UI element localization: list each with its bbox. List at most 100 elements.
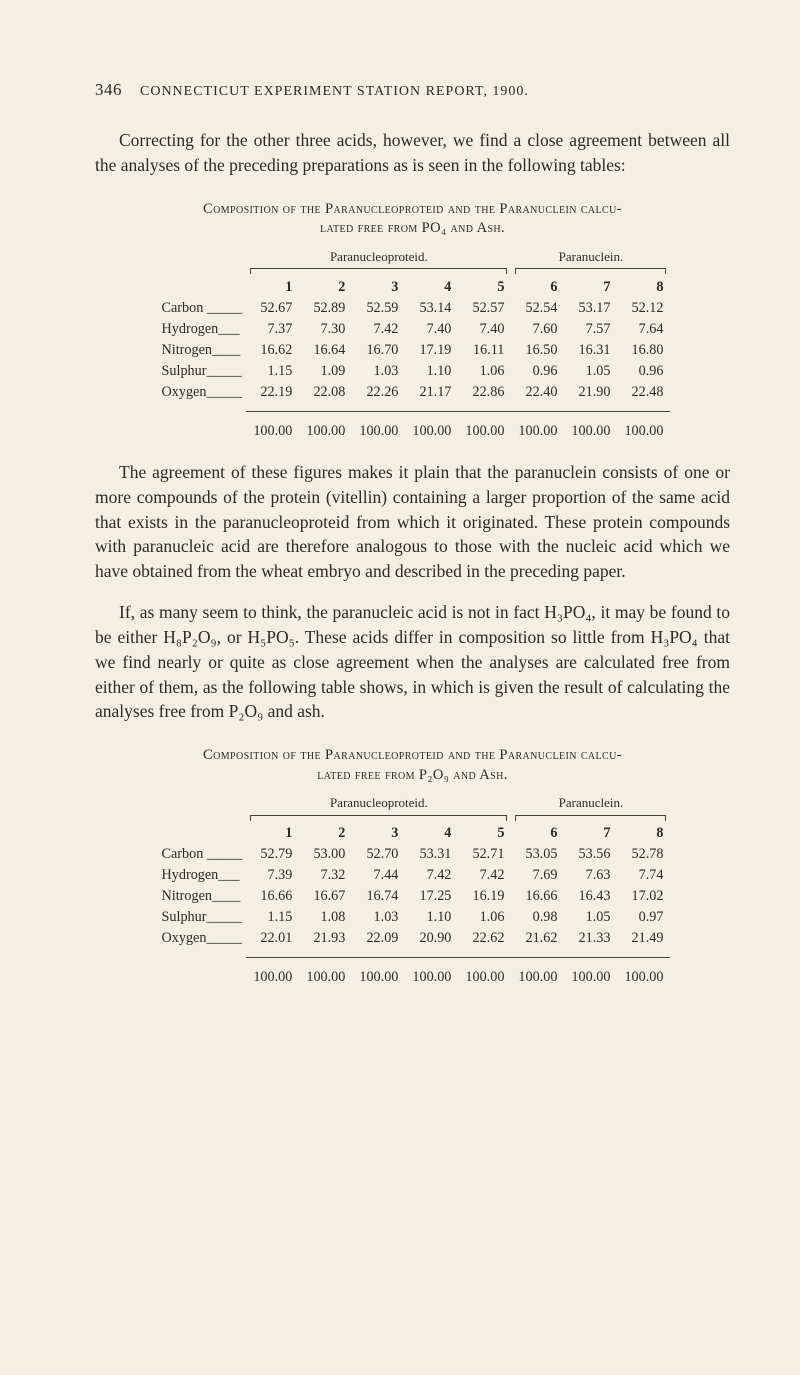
row-label: Hydrogen___: [155, 319, 247, 340]
cell: 7.69: [511, 865, 564, 886]
colnum: 8: [617, 277, 670, 298]
table1-caption: Composition of the Paranucleoproteid and…: [133, 200, 693, 239]
cell: 16.50: [511, 340, 564, 361]
colnum: 7: [564, 277, 617, 298]
table-row: Sulphur_____ 1.15 1.09 1.03 1.10 1.06 0.…: [155, 361, 671, 382]
brace-icon: [250, 268, 507, 275]
cell: 7.42: [405, 865, 458, 886]
cell: 21.17: [405, 382, 458, 403]
cell: 53.05: [511, 844, 564, 865]
cell: 52.70: [352, 844, 405, 865]
cell: 53.17: [564, 298, 617, 319]
cell: 52.89: [299, 298, 352, 319]
cell: 22.01: [246, 928, 299, 949]
table-row: Oxygen_____ 22.01 21.93 22.09 20.90 22.6…: [155, 928, 671, 949]
cell: 22.40: [511, 382, 564, 403]
cell: 21.49: [617, 928, 670, 949]
table2-colnum-row: 1 2 3 4 5 6 7 8: [155, 823, 671, 844]
cell: 52.79: [246, 844, 299, 865]
row-label: Sulphur_____: [155, 361, 247, 382]
cell: 1.06: [458, 907, 511, 928]
colnum: 5: [458, 823, 511, 844]
cell: 17.25: [405, 886, 458, 907]
colnum: 4: [405, 823, 458, 844]
cell: 22.62: [458, 928, 511, 949]
cell: 100.00: [564, 421, 617, 442]
cell: 100.00: [458, 421, 511, 442]
table1-caption-line1: Composition of the Paranucleoproteid and…: [203, 201, 622, 217]
brace-icon: [515, 268, 666, 275]
cell: 16.62: [246, 340, 299, 361]
cell: 0.96: [617, 361, 670, 382]
cell: 20.90: [405, 928, 458, 949]
table1-caption-line2: lated free from PO₄ and Ash.: [320, 220, 505, 236]
cell: 52.12: [617, 298, 670, 319]
cell: 7.40: [405, 319, 458, 340]
table1: Paranucleoproteid. Paranuclein. 1 2 3 4 …: [155, 247, 671, 442]
cell: 100.00: [246, 967, 299, 988]
cell: 100.00: [511, 967, 564, 988]
cell: 52.54: [511, 298, 564, 319]
cell: 7.42: [458, 865, 511, 886]
brace-icon: [515, 815, 666, 822]
colnum: 3: [352, 823, 405, 844]
table2: Paranucleoproteid. Paranuclein. 1 2 3 4 …: [155, 793, 671, 988]
cell: 21.93: [299, 928, 352, 949]
colnum: 7: [564, 823, 617, 844]
cell: 16.70: [352, 340, 405, 361]
table2-group-row: Paranucleoproteid. Paranuclein.: [155, 793, 671, 813]
table1-group-b: Paranuclein.: [511, 247, 670, 267]
cell: 1.08: [299, 907, 352, 928]
cell: 7.63: [564, 865, 617, 886]
cell: 7.42: [352, 319, 405, 340]
table-row: Hydrogen___ 7.39 7.32 7.44 7.42 7.42 7.6…: [155, 865, 671, 886]
table-row: Nitrogen____ 16.66 16.67 16.74 17.25 16.…: [155, 886, 671, 907]
table1-brace-row: [155, 267, 671, 277]
row-label: Oxygen_____: [155, 382, 247, 403]
colnum: 8: [617, 823, 670, 844]
cell: 100.00: [564, 967, 617, 988]
cell: 16.80: [617, 340, 670, 361]
page-number: 346: [95, 80, 122, 99]
cell: 100.00: [299, 967, 352, 988]
table-row: Nitrogen____ 16.62 16.64 16.70 17.19 16.…: [155, 340, 671, 361]
colnum: 1: [246, 823, 299, 844]
table-row: Hydrogen___ 7.37 7.30 7.42 7.40 7.40 7.6…: [155, 319, 671, 340]
cell: 100.00: [405, 967, 458, 988]
cell: 100.00: [352, 421, 405, 442]
cell: 52.67: [246, 298, 299, 319]
row-label: Hydrogen___: [155, 865, 247, 886]
cell: 100.00: [617, 967, 670, 988]
cell: 100.00: [617, 421, 670, 442]
cell: 1.05: [564, 361, 617, 382]
cell: 1.05: [564, 907, 617, 928]
colnum: 2: [299, 823, 352, 844]
table-row-total: 100.00 100.00 100.00 100.00 100.00 100.0…: [155, 967, 671, 988]
cell: 16.67: [299, 886, 352, 907]
cell: 1.09: [299, 361, 352, 382]
cell: 16.43: [564, 886, 617, 907]
paragraph-2: The agreement of these figures makes it …: [95, 460, 730, 584]
cell: 1.10: [405, 907, 458, 928]
row-label: Nitrogen____: [155, 886, 247, 907]
cell: 16.31: [564, 340, 617, 361]
cell: 52.78: [617, 844, 670, 865]
cell: 1.06: [458, 361, 511, 382]
cell: 0.98: [511, 907, 564, 928]
cell: 52.71: [458, 844, 511, 865]
table-row: Sulphur_____ 1.15 1.08 1.03 1.10 1.06 0.…: [155, 907, 671, 928]
cell: 7.64: [617, 319, 670, 340]
cell: 21.33: [564, 928, 617, 949]
cell: 22.09: [352, 928, 405, 949]
cell: 7.30: [299, 319, 352, 340]
table1-group-row: Paranucleoproteid. Paranuclein.: [155, 247, 671, 267]
cell: 21.90: [564, 382, 617, 403]
page: 346 CONNECTICUT EXPERIMENT STATION REPOR…: [0, 0, 800, 1375]
table-row: Carbon _____ 52.79 53.00 52.70 53.31 52.…: [155, 844, 671, 865]
row-label: Nitrogen____: [155, 340, 247, 361]
row-label: Sulphur_____: [155, 907, 247, 928]
cell: 100.00: [246, 421, 299, 442]
cell: 7.74: [617, 865, 670, 886]
colnum: 3: [352, 277, 405, 298]
cell: 7.60: [511, 319, 564, 340]
